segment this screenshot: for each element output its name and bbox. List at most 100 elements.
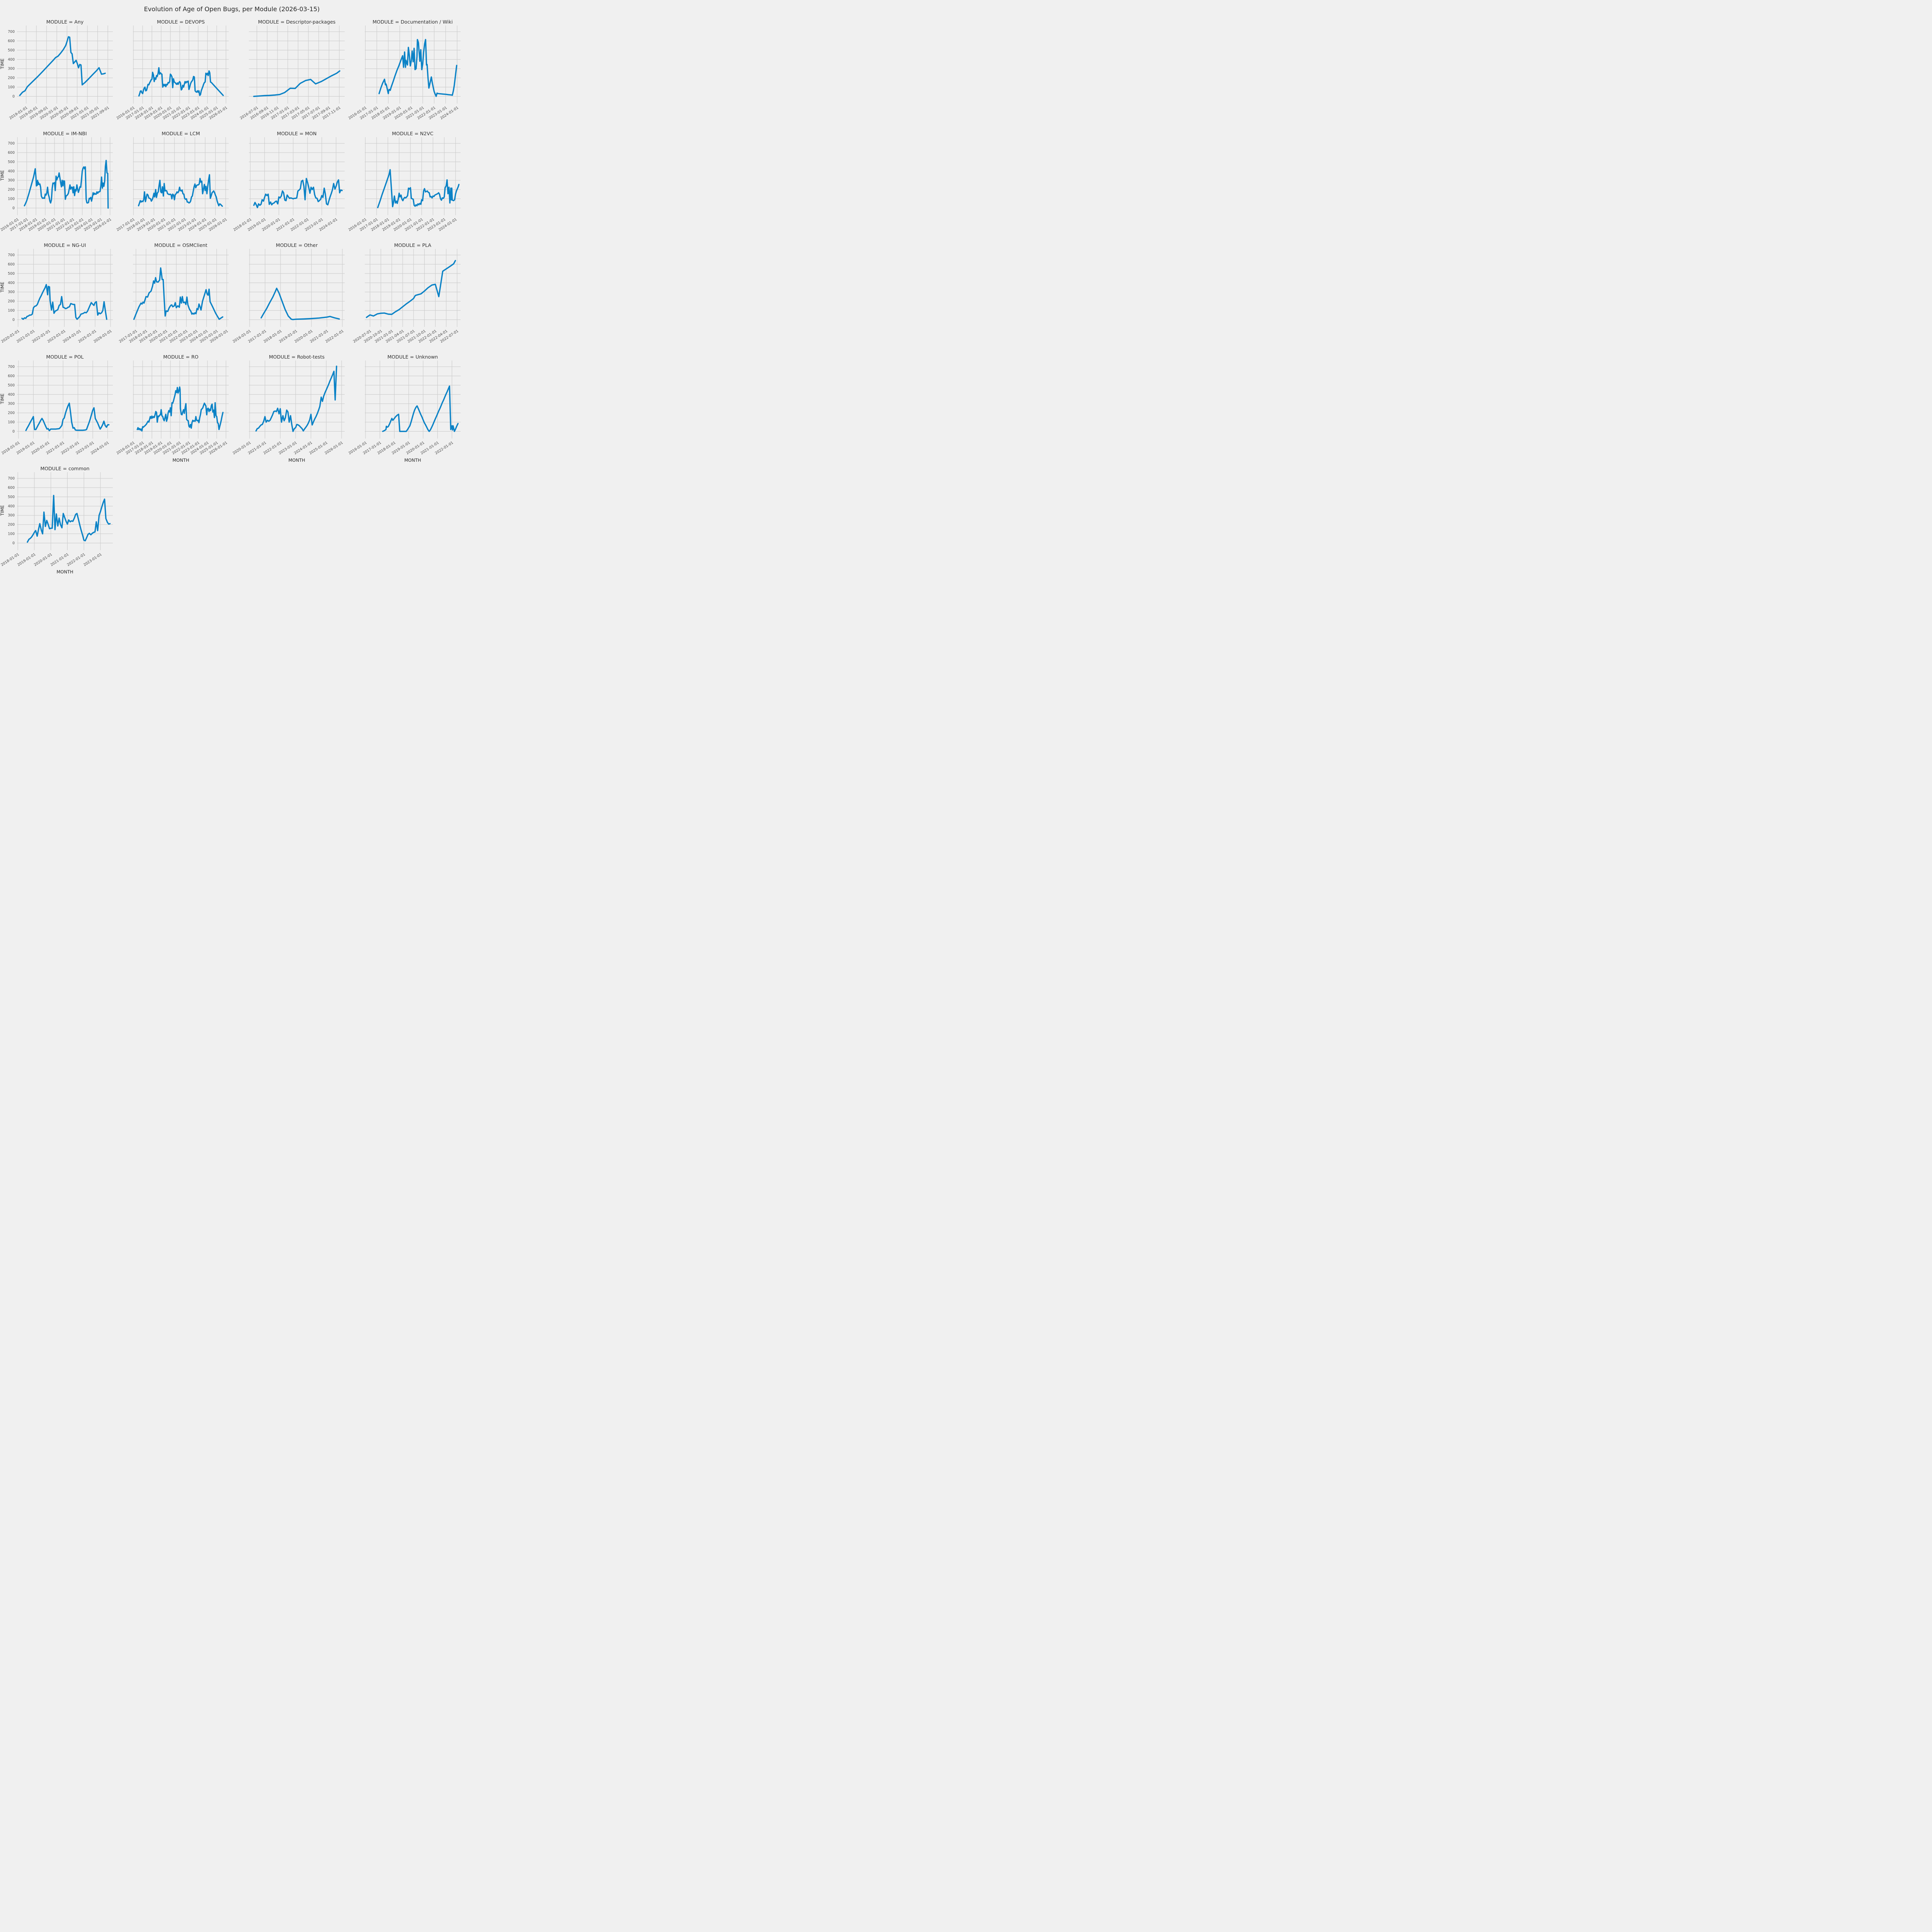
- gridlines: [249, 26, 345, 104]
- subplot-title: MODULE = LCM: [162, 131, 200, 136]
- y-tick-label: 100: [8, 197, 15, 201]
- subplot-ro: MODULE = RO 2016-01-01 2017-01-01 2018-01-0…: [116, 353, 232, 464]
- subplot-title: MODULE = MON: [277, 131, 317, 136]
- y-tick-label: 400: [8, 169, 15, 173]
- subplot-title: MODULE = IM-NBI: [43, 131, 87, 136]
- y-axis-label: TIME: [0, 393, 5, 405]
- chart-canvas: MODULE = POL0100200300400500600700TIME20…: [0, 354, 113, 456]
- x-tick-label: 2021-01-01: [50, 552, 70, 567]
- y-tick-label: 700: [8, 253, 15, 257]
- gridlines: [17, 137, 113, 215]
- series-line: [138, 174, 223, 207]
- y-tick-label: 400: [8, 281, 15, 285]
- gridlines: [133, 26, 229, 104]
- y-tick-label: 400: [8, 393, 15, 397]
- gridlines: [133, 137, 229, 215]
- subplot-ng-ui: MODULE = NG-UI 0 100 200 300 400 500 600 700 TIME…: [0, 241, 116, 353]
- series-line: [21, 284, 107, 320]
- subplot-n2vc: MODULE = N2VC 2016-01-01 2017-01-01 2018-01…: [348, 129, 464, 241]
- gridlines: [365, 361, 461, 439]
- subplot-title: MODULE = Any: [46, 19, 84, 25]
- chart-canvas: MODULE = Unknown2016-01-012017-01-012018…: [348, 354, 461, 463]
- chart-canvas: MODULE = OSMClient2017-01-012018-01-0120…: [118, 242, 229, 344]
- y-tick-label: 600: [8, 374, 15, 378]
- y-tick-label: 600: [8, 151, 15, 155]
- chart-canvas: MODULE = N2VC2016-01-012017-01-012018-01…: [348, 131, 461, 232]
- subplot-lcm: MODULE = LCM 2017-01-01 2018-01-01 2019-01-…: [116, 129, 232, 241]
- series-line: [133, 267, 223, 320]
- y-tick-label: 500: [8, 383, 15, 388]
- y-tick-label: 700: [8, 141, 15, 146]
- subplot-robot-tests: MODULE = Robot-tests 2020-01-01 2021-01-01…: [232, 353, 348, 464]
- y-tick-label: 0: [12, 94, 15, 99]
- chart-canvas: MODULE = Any0100200300400500600700TIME20…: [0, 19, 113, 121]
- subplot-mon: MODULE = MON 2018-01-01 2019-01-01 2020-01-…: [232, 129, 348, 241]
- subplot-title: MODULE = N2VC: [392, 131, 434, 136]
- series-line: [24, 160, 109, 209]
- subplot-pla: MODULE = PLA 2020-07-01 2020-10-01 2021-01-…: [348, 241, 464, 353]
- chart-canvas: MODULE = RO2016-01-012017-01-012018-01-0…: [116, 354, 229, 463]
- y-tick-label: 100: [8, 85, 15, 89]
- subplot-other: MODULE = Other 2016-01-01 2017-01-01 2018-0…: [232, 241, 348, 353]
- chart-canvas: MODULE = MON2018-01-012019-01-012020-01-…: [233, 131, 345, 232]
- y-tick-label: 500: [8, 495, 15, 499]
- y-tick-label: 200: [8, 523, 15, 527]
- x-axis-label: MONTH: [56, 569, 73, 575]
- y-tick-label: 0: [12, 541, 15, 545]
- gridlines: [17, 26, 113, 104]
- y-tick-label: 600: [8, 262, 15, 267]
- y-tick-label: 600: [8, 39, 15, 43]
- subplot-devops: MODULE = DEVOPS 2016-01-01 2017-01-01 2018-…: [116, 18, 232, 129]
- y-axis-label: TIME: [0, 58, 5, 70]
- y-tick-label: 400: [8, 58, 15, 62]
- subplot-title: MODULE = POL: [46, 354, 83, 360]
- x-tick-label: 2022-01-01: [66, 552, 86, 567]
- subplot-title: MODULE = Documentation / Wiki: [372, 19, 452, 25]
- y-tick-label: 0: [12, 206, 15, 210]
- subplot-im-nbi: MODULE = IM-NBI 0 100 200 300 400 500 600 700 TIM…: [0, 129, 116, 241]
- series-line: [378, 39, 457, 97]
- y-tick-label: 700: [8, 30, 15, 34]
- y-tick-label: 0: [12, 318, 15, 322]
- subplot-descriptor-packages: MODULE = Descriptor-packages 2016-07-01 20…: [232, 18, 348, 129]
- gridlines: [133, 249, 229, 327]
- subplot-title: MODULE = OSMClient: [154, 242, 207, 248]
- y-tick-label: 300: [8, 290, 15, 294]
- chart-canvas: MODULE = PLA2020-07-012020-10-012021-01-…: [352, 242, 461, 344]
- figure: Evolution of Age of Open Bugs, per Modul…: [0, 0, 464, 580]
- figure-title: Evolution of Age of Open Bugs, per Modul…: [144, 5, 320, 13]
- subplot-title: MODULE = Unknown: [388, 354, 438, 360]
- series-line: [25, 402, 110, 432]
- series-line: [19, 36, 106, 96]
- subplot-unknown: MODULE = Unknown 2016-01-01 2017-01-01 2018…: [348, 353, 464, 464]
- y-tick-label: 300: [8, 67, 15, 71]
- chart-canvas: MODULE = Robot-tests2020-01-012021-01-01…: [232, 354, 345, 463]
- y-tick-label: 300: [8, 179, 15, 183]
- y-axis-label: TIME: [0, 170, 5, 181]
- x-axis-label: MONTH: [172, 457, 189, 463]
- y-tick-label: 100: [8, 308, 15, 313]
- gridlines: [249, 249, 345, 327]
- chart-canvas: MODULE = NG-UI 0 100 200 300 400 500 600 700 TIME…: [0, 242, 113, 344]
- y-tick-label: 100: [8, 420, 15, 424]
- subplot-common: MODULE = common 0 100 200 300 400 500 600 700 TIM…: [0, 464, 116, 576]
- subplot-documentation-wiki: MODULE = Documentation / Wiki 2016-01-01 2…: [348, 18, 464, 129]
- series-line: [136, 386, 224, 432]
- subplot-title: MODULE = RO: [163, 354, 198, 360]
- chart-canvas: MODULE = IM-NBI 0 100 200 300 400 500 600 700 TIM…: [0, 131, 113, 232]
- chart-canvas: MODULE = common 0 100 200 300 400 500 600 700 TIM…: [0, 466, 113, 575]
- chart-canvas: MODULE = Descriptor-packages2016-07-0120…: [239, 19, 345, 121]
- subplot-title: MODULE = Other: [276, 242, 318, 248]
- x-tick-label: 2023-01-01: [83, 552, 102, 567]
- x-tick-label: 2018-01-01: [0, 552, 20, 567]
- y-tick-label: 200: [8, 411, 15, 415]
- y-axis-label: TIME: [0, 505, 5, 516]
- subplot-pol: MODULE = POL 0 100 200 300 400 500 600 700 TIME 20…: [0, 353, 116, 464]
- y-tick-label: 500: [8, 272, 15, 276]
- x-tick-label: 2019-01-01: [17, 552, 36, 567]
- subplot-title: MODULE = NG-UI: [44, 242, 86, 248]
- subplot-title: MODULE = PLA: [394, 242, 431, 248]
- gridlines: [365, 249, 461, 327]
- series-line: [27, 495, 111, 543]
- subplot-osmclient: MODULE = OSMClient 2017-01-01 2018-01-01 20…: [116, 241, 232, 353]
